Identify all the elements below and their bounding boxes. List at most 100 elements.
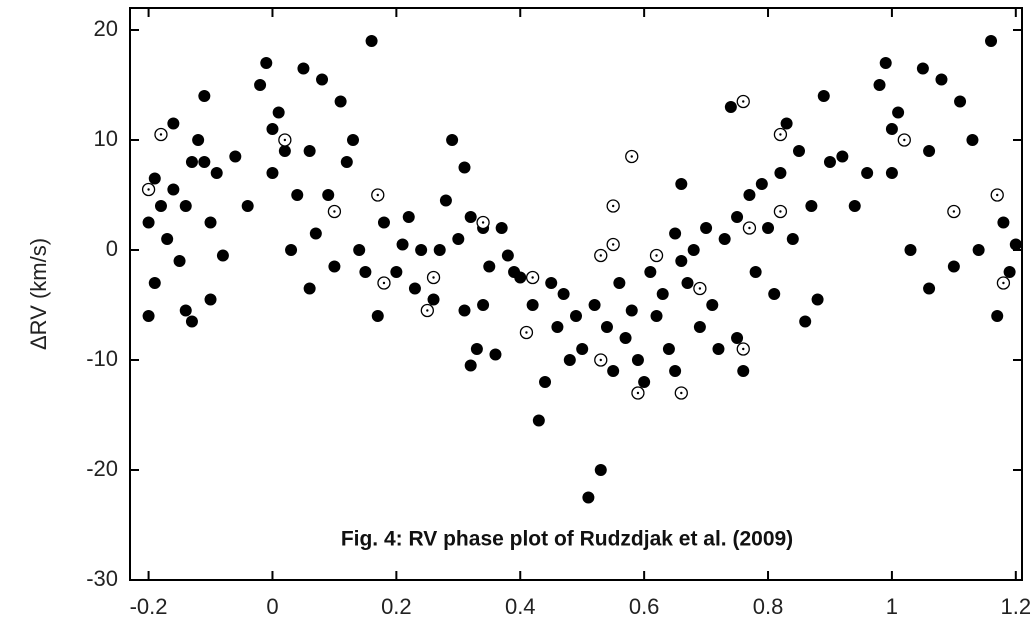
- filled-point: [142, 310, 155, 322]
- filled-point: [446, 134, 459, 146]
- open-point-center: [952, 210, 956, 213]
- x-tick-label: 0.4: [505, 594, 536, 619]
- filled-point: [390, 266, 403, 278]
- filled-point: [210, 167, 223, 179]
- filled-point: [885, 123, 898, 135]
- filled-point: [966, 134, 979, 146]
- filled-point: [576, 343, 589, 355]
- filled-point: [254, 79, 267, 91]
- filled-point: [749, 266, 762, 278]
- filled-point: [972, 244, 985, 256]
- filled-point: [433, 244, 446, 256]
- filled-point: [817, 90, 830, 102]
- filled-point: [848, 200, 861, 212]
- filled-point: [774, 167, 787, 179]
- filled-point: [861, 167, 874, 179]
- open-point-center: [159, 133, 163, 136]
- open-point-center: [742, 347, 745, 351]
- open-point-center: [779, 210, 782, 213]
- filled-point: [731, 211, 744, 223]
- filled-point: [991, 310, 1004, 322]
- filled-point: [539, 376, 552, 388]
- filled-point: [458, 304, 471, 317]
- filled-point: [334, 95, 347, 108]
- filled-point: [142, 216, 155, 229]
- open-point-center: [903, 138, 906, 142]
- filled-point: [278, 145, 291, 157]
- y-axis-title: ΔRV (km/s): [26, 238, 51, 350]
- filled-point: [532, 414, 545, 427]
- filled-point: [272, 106, 285, 119]
- filled-point: [402, 211, 415, 223]
- filled-point: [799, 315, 812, 328]
- filled-point: [328, 260, 341, 273]
- open-point-center: [698, 287, 702, 290]
- filled-point: [353, 244, 366, 256]
- filled-point: [985, 35, 998, 47]
- open-point-center: [748, 226, 751, 230]
- filled-point: [204, 216, 217, 229]
- filled-point: [916, 62, 929, 75]
- x-tick-label: 1.2: [1001, 594, 1032, 619]
- filled-point: [625, 304, 638, 317]
- filled-point: [545, 277, 558, 289]
- filled-point: [439, 194, 452, 207]
- filled-point: [755, 178, 768, 190]
- filled-point: [408, 282, 421, 295]
- open-point-center: [742, 100, 745, 103]
- filled-point: [266, 167, 279, 179]
- filled-point: [706, 299, 719, 311]
- filled-point: [588, 299, 601, 311]
- filled-point: [780, 117, 793, 130]
- filled-point: [266, 123, 279, 135]
- filled-point: [570, 310, 582, 322]
- filled-point: [687, 244, 700, 256]
- open-point-center: [426, 309, 429, 312]
- filled-point: [309, 227, 322, 240]
- filled-point: [483, 260, 496, 273]
- filled-point: [514, 271, 527, 284]
- open-point-center: [481, 221, 485, 224]
- filled-point: [477, 299, 490, 311]
- x-tick-label: 1: [886, 594, 898, 619]
- filled-point: [811, 293, 824, 306]
- filled-point: [613, 277, 626, 289]
- filled-point: [563, 354, 576, 366]
- open-point-center: [611, 204, 615, 208]
- filled-point: [192, 134, 205, 146]
- filled-point: [161, 233, 174, 245]
- filled-point: [793, 145, 805, 157]
- filled-point: [241, 200, 254, 212]
- filled-point: [594, 464, 607, 476]
- open-point-center: [779, 133, 782, 136]
- filled-point: [873, 79, 886, 91]
- filled-point: [904, 244, 917, 256]
- filled-point: [768, 288, 781, 300]
- filled-point: [947, 260, 960, 273]
- filled-point: [743, 189, 756, 201]
- x-tick-label: 0.8: [753, 594, 784, 619]
- filled-point: [185, 156, 198, 168]
- filled-point: [291, 189, 304, 201]
- filled-point: [154, 200, 167, 212]
- filled-point: [495, 222, 508, 234]
- filled-point: [700, 222, 713, 234]
- filled-point: [1009, 238, 1022, 251]
- filled-point: [997, 216, 1010, 229]
- x-tick-label: 0.2: [381, 594, 412, 619]
- filled-point: [489, 348, 502, 361]
- filled-point: [712, 343, 725, 355]
- filled-point: [303, 145, 316, 157]
- filled-point: [1003, 266, 1016, 278]
- x-tick-label: -0.2: [130, 594, 168, 619]
- filled-point: [836, 150, 849, 163]
- filled-point: [260, 57, 273, 69]
- filled-point: [526, 299, 539, 311]
- open-point-center: [432, 276, 435, 279]
- filled-point: [365, 35, 378, 47]
- filled-point: [148, 277, 161, 289]
- filled-point: [600, 321, 613, 333]
- y-tick-label: 20: [94, 16, 118, 41]
- x-tick-label: 0.6: [629, 594, 660, 619]
- filled-point: [198, 90, 211, 102]
